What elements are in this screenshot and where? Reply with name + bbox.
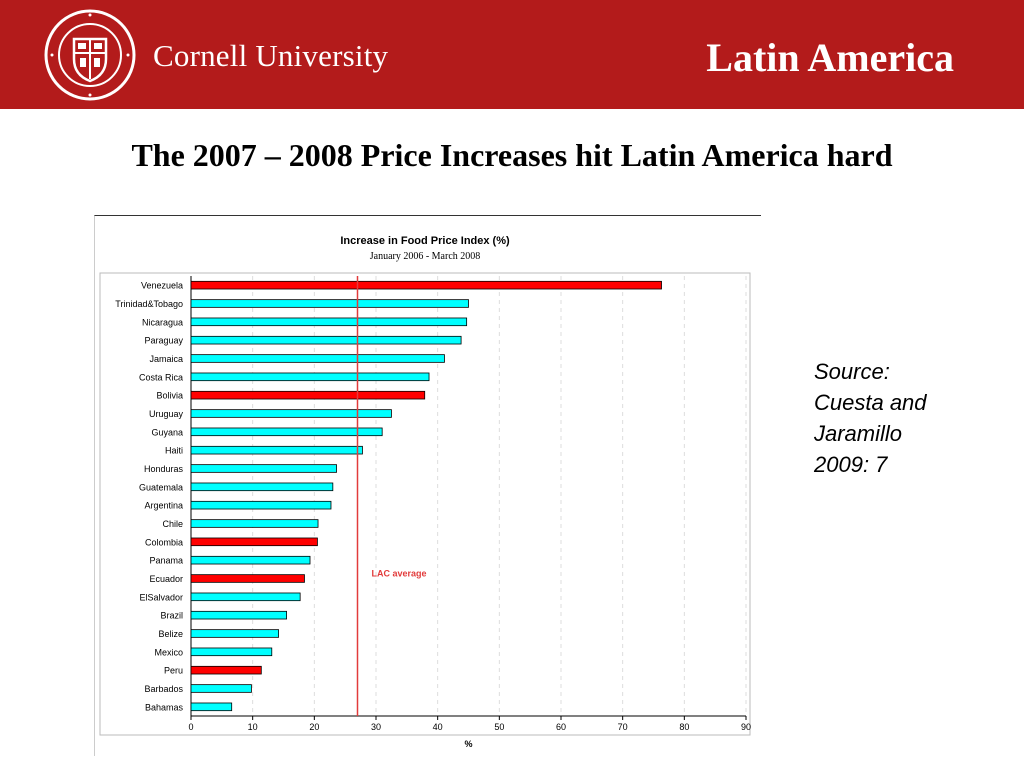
category-label: Nicaragua [142,317,183,327]
category-label: Bolivia [156,391,183,401]
source-line: Cuesta and [814,390,927,415]
source-note: Source: Cuesta and Jaramillo 2009: 7 [814,356,927,480]
bar-colombia [190,537,318,547]
chart-frame: Increase in Food Price Index (%) January … [94,215,761,756]
x-tick-label: 0 [188,722,193,732]
bar-bolivia [190,390,426,400]
bar-peru [190,665,262,675]
bar-mexico [190,647,273,657]
x-tick-label: 80 [679,722,689,732]
category-label: Haiti [165,446,183,456]
source-line: Source: [814,359,890,384]
lac-average-label: LAC average [372,569,427,579]
source-line: Jaramillo [814,421,903,446]
category-label: Costa Rica [139,372,183,382]
category-label: Jamaica [149,354,183,364]
x-tick-label: 30 [371,722,381,732]
x-tick-label: 20 [309,722,319,732]
bar-argentina [190,500,332,510]
bar-haiti [190,445,363,455]
x-tick-label: 70 [618,722,628,732]
bar-panama [190,555,311,565]
bar-honduras [190,464,337,473]
bar-guatemala [190,482,334,492]
source-line: 2009: 7 [814,452,888,477]
category-label: Colombia [145,537,183,547]
bar-chile [190,519,319,528]
bar-ecuador [190,574,305,583]
bar-jamaica [190,354,445,363]
bar-elsalvador [190,592,301,602]
bar-guyana [190,427,383,437]
bar-trinidad-tobago [190,299,469,308]
category-label: Honduras [144,464,184,474]
category-label: Peru [164,666,183,676]
category-label: Panama [149,556,183,566]
x-axis-label: % [464,739,472,749]
category-label: Argentina [144,501,183,511]
category-label: Uruguay [149,409,184,419]
category-label: Mexico [154,647,183,657]
bar-paraguay [190,335,462,345]
category-label: Brazil [160,611,183,621]
x-tick-label: 10 [248,722,258,732]
category-label: Bahamas [145,702,184,712]
section-title: Latin America [706,35,954,80]
bar-venezuela [190,280,662,290]
bar-bahamas [190,702,233,712]
bar-barbados [190,684,252,693]
category-label: Guatemala [139,482,183,492]
cornell-seal-logo [44,9,136,101]
x-tick-label: 40 [433,722,443,732]
x-tick-label: 60 [556,722,566,732]
food-price-bar-chart: Increase in Food Price Index (%) January … [99,235,751,749]
x-tick-label: 90 [741,722,751,732]
category-label: Chile [162,519,183,529]
slide-title: The 2007 – 2008 Price Increases hit Lati… [131,137,893,173]
brand-name: Cornell University [153,38,389,73]
bar-brazil [190,610,287,620]
chart-subtitle: January 2006 - March 2008 [370,251,481,262]
category-label: Ecuador [149,574,183,584]
category-label: Venezuela [141,281,183,291]
plot-border [99,272,751,736]
category-label: ElSalvador [139,592,183,602]
header-bar: Cornell University Latin America [0,0,1024,109]
category-label: Belize [158,629,183,639]
category-label: Paraguay [144,336,183,346]
category-label: Guyana [151,427,183,437]
bar-nicaragua [190,317,468,327]
bar-costa-rica [190,372,430,382]
category-label: Barbados [144,684,183,694]
chart-title: Increase in Food Price Index (%) [340,235,510,247]
x-tick-label: 50 [494,722,504,732]
category-label: Trinidad&Tobago [115,299,183,309]
bar-belize [190,629,279,638]
bar-uruguay [190,409,392,418]
